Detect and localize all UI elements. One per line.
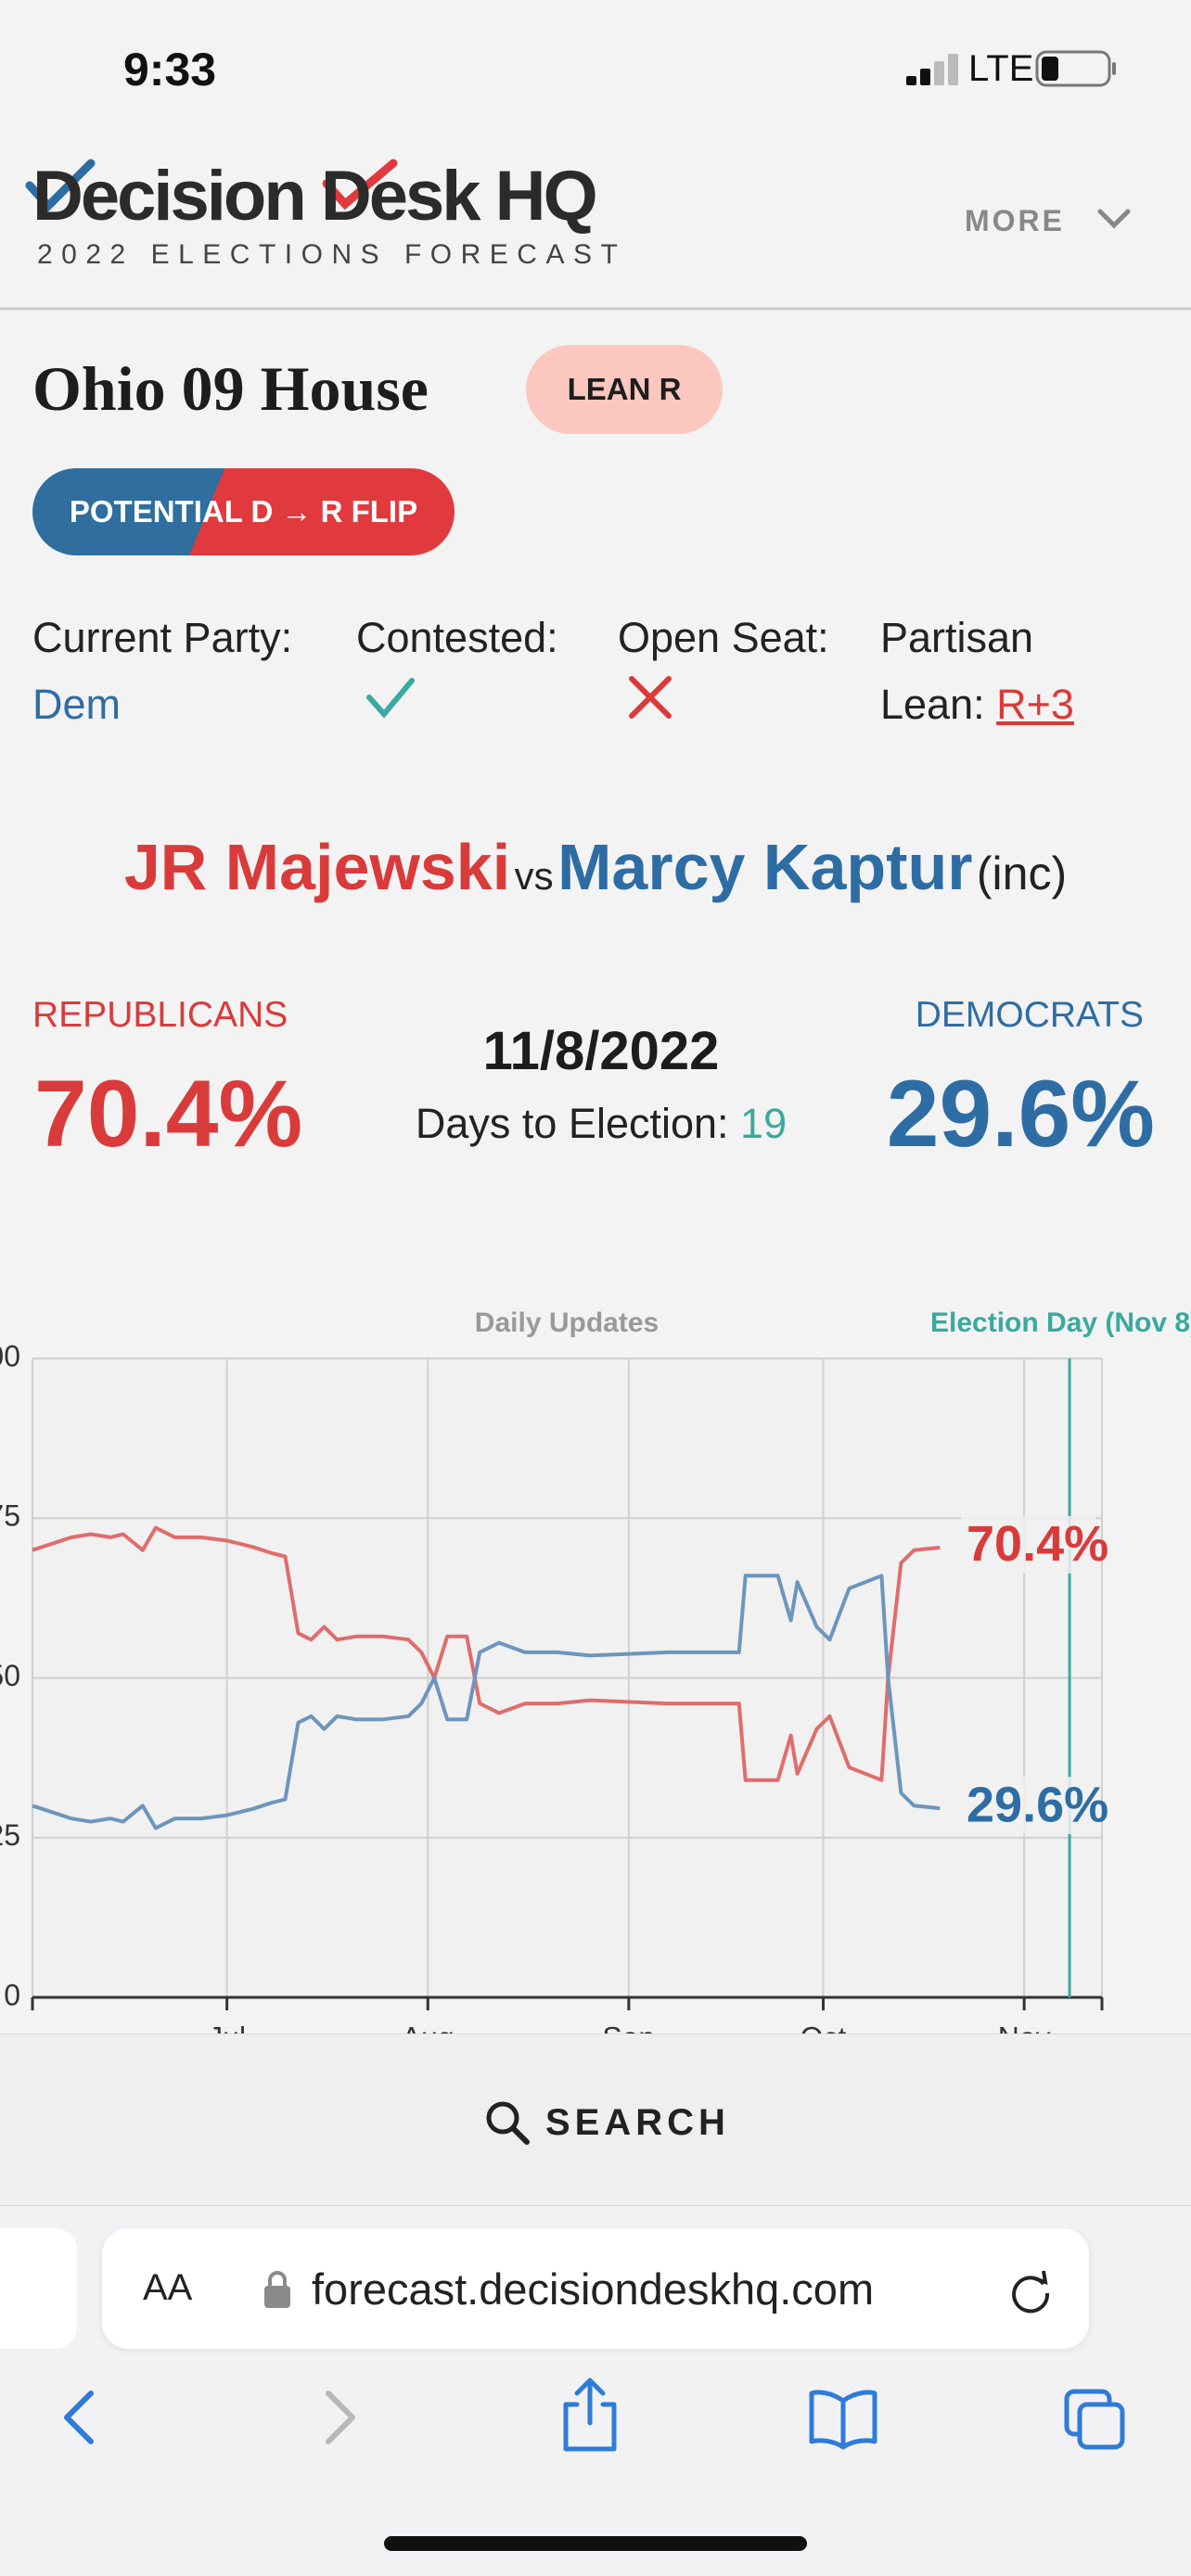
- forward-button[interactable]: [326, 2391, 355, 2444]
- cross-icon: [629, 676, 672, 719]
- battery-level: [1042, 57, 1058, 81]
- end-label-bg: [961, 1515, 1096, 1574]
- dem-value: 29.6%: [886, 1061, 1155, 1167]
- end-label-bg: [961, 1777, 1096, 1835]
- matchup: JR Majewski vs Marcy Kaptur (inc): [0, 830, 1191, 904]
- browser-chrome: AA forecast.decisiondeskhq.com: [0, 2206, 1191, 2576]
- fact-value: Dem: [32, 681, 122, 728]
- y-tick-label: 75: [0, 1499, 20, 1533]
- candidate-dem: Marcy Kaptur: [557, 831, 973, 903]
- text-size-button[interactable]: AA: [143, 2267, 193, 2308]
- election-day-label: Election Day (Nov 8): [930, 1307, 1191, 1338]
- signal-bar: [948, 54, 958, 85]
- y-tick-label: 50: [0, 1659, 20, 1692]
- fact-label: Partisan Lean:: [880, 614, 1034, 728]
- rep-value: 70.4%: [34, 1061, 303, 1167]
- dem-label: DEMOCRATS: [915, 995, 1144, 1035]
- home-indicator: [384, 2536, 807, 2551]
- incumbent-note: (inc): [976, 848, 1068, 899]
- share-button[interactable]: [563, 2378, 617, 2452]
- days-to-election: Days to Election: 19: [323, 1100, 879, 1148]
- y-tick-label: 100: [0, 1339, 20, 1372]
- search-label[interactable]: SEARCH: [545, 2102, 730, 2143]
- election-date: 11/8/2022: [482, 1021, 720, 1081]
- back-button[interactable]: [64, 2391, 94, 2444]
- check-icon: [366, 678, 415, 719]
- logo-check: [322, 159, 398, 210]
- fact-label: Open Seat:: [618, 614, 829, 661]
- url-field[interactable]: AA forecast.decisiondeskhq.com: [102, 2228, 1089, 2349]
- end-label: 70.4%: [967, 1516, 1108, 1572]
- rep-label: REPUBLICANS: [32, 995, 288, 1035]
- y-tick-label: 0: [4, 1978, 20, 2011]
- days-value: 19: [740, 1100, 788, 1147]
- rating-badge: LEAN R: [526, 345, 723, 434]
- search-bar[interactable]: SEARCH: [0, 2034, 1191, 2207]
- previous-tab[interactable]: [0, 2228, 77, 2349]
- signal-bar: [934, 61, 944, 85]
- logo: Decision Desk HQ: [32, 157, 598, 236]
- fact-label: Contested:: [356, 614, 558, 661]
- fact: Open Seat:: [618, 605, 829, 671]
- series-line: [32, 1574, 941, 1830]
- signal-bar: [906, 76, 916, 85]
- bookmarks-button[interactable]: [809, 2390, 877, 2450]
- matchup-vs: vs: [514, 854, 554, 898]
- status-network: LTE: [968, 48, 1034, 89]
- lock-icon: [264, 2271, 290, 2308]
- fact-label: Current Party:: [32, 614, 293, 661]
- logo-subtitle: 2022 ELECTIONS FORECAST: [37, 239, 627, 270]
- logo-check: [25, 159, 96, 212]
- race-title: Ohio 09 House: [32, 353, 429, 424]
- candidate-rep: JR Majewski: [123, 831, 511, 903]
- menu-button[interactable]: MORE: [965, 204, 1065, 237]
- battery-tip: [1112, 62, 1116, 75]
- url-text[interactable]: forecast.decisiondeskhq.com: [312, 2264, 875, 2314]
- fact: Current Party: Dem: [32, 605, 292, 738]
- status-time: 9:33: [123, 44, 217, 96]
- reload-icon[interactable]: [1006, 2265, 1055, 2314]
- fact-value[interactable]: R+3: [996, 681, 1074, 728]
- signal-bar: [920, 69, 930, 85]
- end-label: 29.6%: [967, 1777, 1108, 1832]
- menu-chevron: [1097, 209, 1131, 229]
- fact: Partisan Lean: R+3: [880, 605, 1103, 738]
- tabs-button[interactable]: [1064, 2389, 1125, 2450]
- series-line: [32, 1525, 941, 1782]
- search-icon: [486, 2101, 530, 2145]
- y-tick-label: 25: [0, 1818, 20, 1852]
- battery-outline: [1035, 50, 1111, 87]
- days-label: Days to Election:: [415, 1100, 729, 1147]
- toolbar: [64, 2378, 1125, 2452]
- chart-title: Daily Updates: [475, 1307, 659, 1338]
- fact: Contested:: [356, 605, 558, 671]
- flip-badge: POTENTIAL D → R FLIP: [32, 468, 455, 555]
